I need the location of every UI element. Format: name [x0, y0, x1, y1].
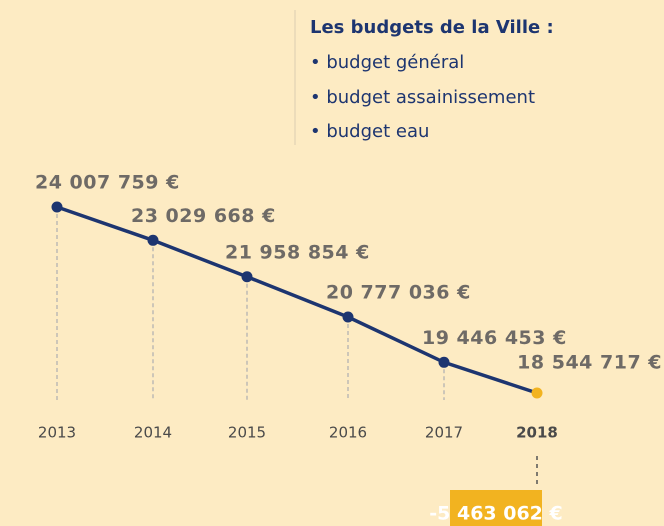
x-tick-label: 2016	[329, 424, 367, 442]
value-label: 21 958 854 €	[225, 241, 370, 263]
point	[241, 271, 253, 283]
point	[438, 356, 450, 368]
x-tick-label: 2017	[425, 424, 463, 442]
value-label: 19 446 453 €	[422, 327, 567, 349]
legend-item: • budget eau	[310, 121, 429, 142]
x-tick-label: 2018	[516, 424, 558, 442]
annotation-text: -5 463 062 €	[429, 503, 563, 525]
x-tick-label: 2013	[38, 424, 76, 442]
point	[342, 311, 354, 323]
value-label: 20 777 036 €	[326, 281, 471, 303]
legend-item: • budget assainissement	[310, 87, 535, 108]
value-label: 18 544 717 €	[517, 352, 662, 374]
legend-item: • budget général	[310, 52, 464, 73]
point	[147, 234, 159, 246]
series-line	[56, 205, 538, 395]
value-label: 24 007 759 €	[35, 172, 180, 194]
annotation-box	[450, 490, 542, 526]
value-label: 23 029 668 €	[131, 205, 276, 227]
point	[531, 387, 543, 399]
legend-title: Les budgets de la Ville :	[310, 17, 554, 38]
x-tick-label: 2015	[228, 424, 266, 442]
point	[51, 201, 63, 213]
x-tick-label: 2014	[134, 424, 172, 442]
